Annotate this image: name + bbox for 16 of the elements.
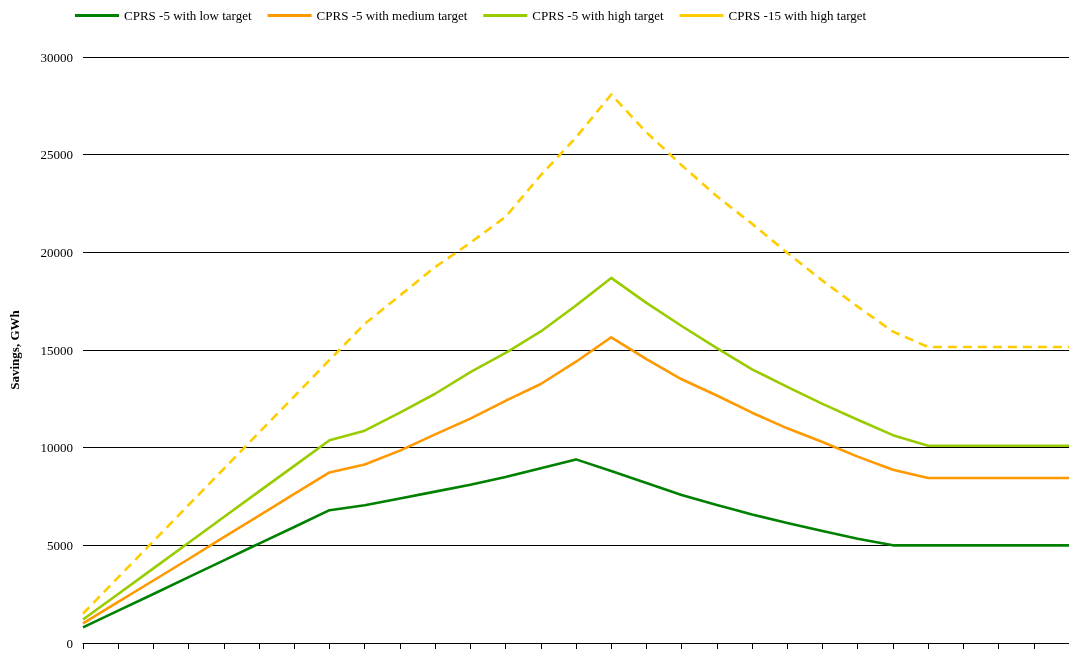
line-series [81,276,1069,621]
y-tick-label: 0 [66,635,73,650]
line-series [81,93,1069,615]
legend-label: CPRS -5 with high target [532,8,664,23]
line-series [81,336,1069,625]
legend-label: CPRS -5 with low target [124,8,252,23]
y-axis-title: Savings, GWh [7,309,22,390]
legend-label: CPRS -15 with high target [728,8,867,23]
y-tick-label: 10000 [40,440,73,456]
line-series [81,458,1069,629]
legend-label: CPRS -5 with medium target [316,8,468,23]
y-tick-label: 5000 [47,537,73,553]
y-tick-label: 25000 [40,147,73,163]
y-tick-label: 20000 [40,244,73,260]
y-tick-label: 30000 [40,49,73,65]
y-tick-label: 15000 [40,342,73,358]
